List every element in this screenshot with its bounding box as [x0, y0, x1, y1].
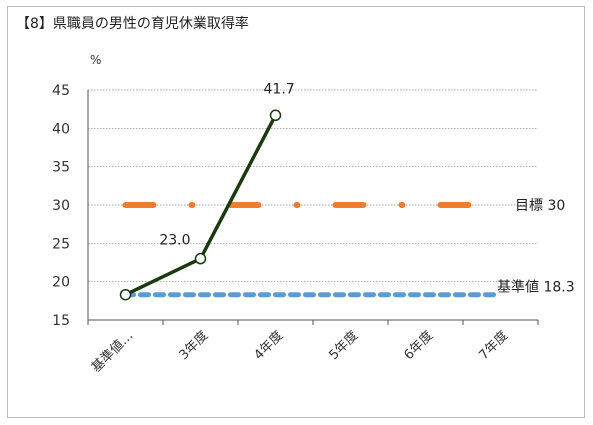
series: [119, 109, 504, 301]
x-tick-label-5: 7年度: [476, 328, 512, 364]
grid-lines: [88, 89, 538, 283]
data-label-1: 23.0: [159, 233, 190, 249]
x-tick-label-0: 基準値…: [88, 328, 136, 376]
y-tick-label-25: 25: [52, 236, 70, 252]
y-tick-label-20: 20: [52, 275, 70, 291]
y-tick-label-15: 15: [52, 313, 70, 329]
target-end-label: 目標 30: [515, 198, 565, 214]
baseline-end-label: 基準値 18.3: [497, 279, 575, 296]
actual-point-0: [119, 288, 132, 301]
x-tick-label-3: 5年度: [326, 328, 362, 364]
chart-title: 【8】県職員の男性の育児休業取得率: [16, 16, 249, 32]
x-tick-label-1: 3年度: [176, 328, 212, 364]
y-tick-label-40: 40: [52, 121, 70, 137]
axes: [87, 90, 539, 325]
data-label-2: 41.7: [264, 81, 295, 97]
x-tick-label-4: 6年度: [401, 328, 437, 364]
x-tick-label-2: 4年度: [251, 328, 287, 364]
actual-point-1: [194, 252, 207, 265]
chart-frame: [7, 6, 585, 418]
y-axis-unit: %: [90, 53, 101, 67]
y-tick-label-45: 45: [52, 83, 70, 99]
y-tick-label-35: 35: [52, 160, 70, 176]
labels: 15 20 25 30 35 40 45 基準値… 3年度 4年度 5年度 6年度 7年度 23.0 41.…: [52, 81, 574, 375]
actual-point-2: [269, 109, 282, 122]
y-tick-label-30: 30: [52, 198, 70, 214]
